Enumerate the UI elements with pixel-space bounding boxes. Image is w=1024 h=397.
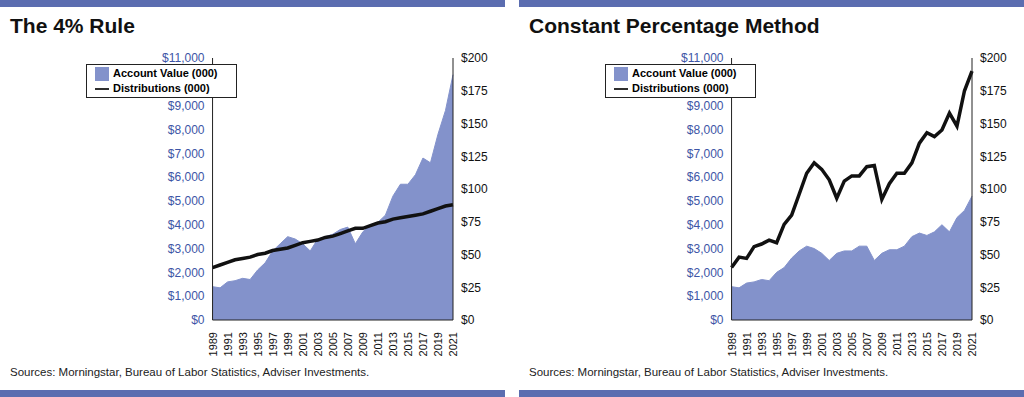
svg-text:$6,000: $6,000 xyxy=(168,170,205,184)
svg-text:1993: 1993 xyxy=(237,332,249,356)
svg-text:1995: 1995 xyxy=(771,332,783,356)
svg-text:$150: $150 xyxy=(980,117,1007,131)
svg-text:2015: 2015 xyxy=(921,332,933,356)
svg-text:$0: $0 xyxy=(980,313,994,327)
svg-text:2007: 2007 xyxy=(342,332,354,356)
svg-text:$3,000: $3,000 xyxy=(168,242,205,256)
svg-text:$75: $75 xyxy=(980,215,1000,229)
svg-text:1991: 1991 xyxy=(741,332,753,356)
svg-text:$0: $0 xyxy=(710,313,724,327)
svg-text:$9,000: $9,000 xyxy=(168,99,205,113)
svg-text:2005: 2005 xyxy=(846,332,858,356)
svg-text:$125: $125 xyxy=(461,150,488,164)
svg-text:$8,000: $8,000 xyxy=(168,123,205,137)
svg-text:2013: 2013 xyxy=(906,332,918,356)
svg-text:$0: $0 xyxy=(461,313,475,327)
svg-text:2003: 2003 xyxy=(312,332,324,356)
svg-text:1997: 1997 xyxy=(267,332,279,356)
svg-text:2011: 2011 xyxy=(891,332,903,356)
svg-text:$4,000: $4,000 xyxy=(687,218,724,232)
svg-text:$7,000: $7,000 xyxy=(687,147,724,161)
svg-text:$2,000: $2,000 xyxy=(168,266,205,280)
svg-text:$25: $25 xyxy=(461,281,481,295)
svg-text:2019: 2019 xyxy=(951,332,963,356)
svg-text:2013: 2013 xyxy=(387,332,399,356)
svg-text:$1,000: $1,000 xyxy=(687,289,724,303)
svg-text:2017: 2017 xyxy=(936,332,948,356)
svg-text:1995: 1995 xyxy=(252,332,264,356)
svg-text:$10,000: $10,000 xyxy=(680,75,724,89)
svg-text:$25: $25 xyxy=(980,281,1000,295)
svg-text:$50: $50 xyxy=(461,248,481,262)
svg-text:1991: 1991 xyxy=(222,332,234,356)
svg-text:2015: 2015 xyxy=(402,332,414,356)
svg-text:$75: $75 xyxy=(461,215,481,229)
svg-text:2001: 2001 xyxy=(297,332,309,356)
svg-text:$200: $200 xyxy=(980,51,1007,65)
svg-text:$3,000: $3,000 xyxy=(687,242,724,256)
svg-text:$11,000: $11,000 xyxy=(681,51,724,65)
svg-text:$175: $175 xyxy=(461,84,488,98)
svg-text:$7,000: $7,000 xyxy=(168,147,205,161)
svg-text:2017: 2017 xyxy=(417,332,429,356)
svg-text:$5,000: $5,000 xyxy=(168,194,205,208)
svg-text:2007: 2007 xyxy=(861,332,873,356)
svg-text:2003: 2003 xyxy=(831,332,843,356)
svg-text:$150: $150 xyxy=(461,117,488,131)
svg-text:1989: 1989 xyxy=(207,332,219,356)
svg-text:1999: 1999 xyxy=(801,332,813,356)
svg-text:2021: 2021 xyxy=(966,332,978,356)
svg-text:$4,000: $4,000 xyxy=(168,218,205,232)
svg-text:2021: 2021 xyxy=(447,332,459,356)
svg-text:2019: 2019 xyxy=(432,332,444,356)
svg-text:$1,000: $1,000 xyxy=(168,289,205,303)
svg-text:1999: 1999 xyxy=(282,332,294,356)
svg-text:1993: 1993 xyxy=(756,332,768,356)
svg-text:1997: 1997 xyxy=(786,332,798,356)
svg-text:$125: $125 xyxy=(980,150,1007,164)
svg-text:2001: 2001 xyxy=(816,332,828,356)
svg-text:$6,000: $6,000 xyxy=(687,170,724,184)
svg-text:$0: $0 xyxy=(191,313,205,327)
svg-text:$10,000: $10,000 xyxy=(161,75,205,89)
svg-text:$200: $200 xyxy=(461,51,488,65)
svg-text:1989: 1989 xyxy=(726,332,738,356)
svg-text:2009: 2009 xyxy=(876,332,888,356)
svg-text:$2,000: $2,000 xyxy=(687,266,724,280)
svg-text:$8,000: $8,000 xyxy=(687,123,724,137)
svg-text:$11,000: $11,000 xyxy=(162,51,205,65)
svg-text:2009: 2009 xyxy=(357,332,369,356)
svg-text:$5,000: $5,000 xyxy=(687,194,724,208)
svg-text:$9,000: $9,000 xyxy=(687,99,724,113)
svg-text:2011: 2011 xyxy=(372,332,384,356)
svg-text:$100: $100 xyxy=(461,182,488,196)
svg-text:$175: $175 xyxy=(980,84,1007,98)
svg-text:$50: $50 xyxy=(980,248,1000,262)
svg-text:$100: $100 xyxy=(980,182,1007,196)
svg-text:2005: 2005 xyxy=(327,332,339,356)
